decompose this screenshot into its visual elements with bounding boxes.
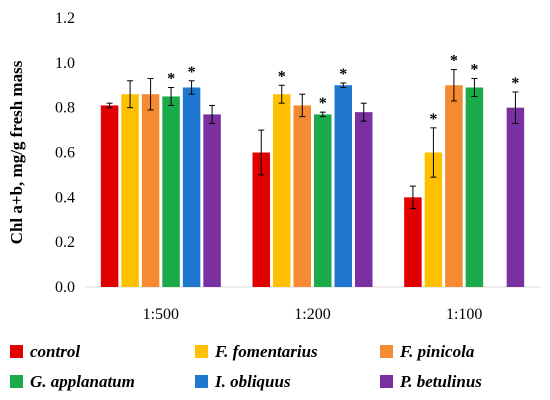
- legend: control F. fomentarius F. pinicola G. appla…: [10, 342, 482, 391]
- legend-swatch: [380, 375, 393, 388]
- bar: [355, 112, 373, 288]
- bar: [424, 152, 443, 287]
- legend-label: control: [30, 342, 80, 361]
- y-tick-label: 0.4: [55, 189, 75, 206]
- bar: [314, 114, 332, 288]
- legend-swatch: [195, 345, 208, 358]
- bar: [121, 94, 139, 287]
- significance-marker: *: [319, 95, 327, 112]
- bar: [203, 114, 221, 288]
- bar: [141, 94, 160, 287]
- y-tick-label: 0.2: [55, 234, 75, 251]
- legend-swatch: [195, 375, 208, 388]
- significance-marker: *: [167, 70, 175, 87]
- y-axis-label: Chl a+b, mg/g fresh mass: [7, 60, 26, 244]
- significance-marker: *: [470, 62, 478, 79]
- legend-swatch: [10, 345, 23, 358]
- legend-label: F. pinicola: [399, 342, 475, 361]
- significance-marker: *: [450, 53, 458, 70]
- y-tick-label: 0.6: [55, 145, 75, 162]
- significance-marker: *: [278, 68, 286, 85]
- x-tick-label: 1:500: [143, 306, 179, 323]
- bar: [252, 152, 270, 287]
- significance-marker: *: [511, 75, 519, 92]
- x-tick-label: 1:100: [446, 306, 482, 323]
- y-axis: 0.0 0.2 0.4 0.6 0.8 1.0 1.2: [55, 10, 75, 296]
- legend-label: F. fomentarius: [214, 342, 318, 361]
- significance-marker: *: [429, 111, 437, 128]
- legend-swatch: [380, 345, 393, 358]
- legend-label: G. applanatum: [30, 372, 135, 391]
- x-axis: 1:500 1:200 1:100: [85, 286, 540, 323]
- bar: [162, 96, 180, 287]
- significance-marker: *: [188, 64, 196, 81]
- bar: [334, 85, 352, 287]
- significance-marker: *: [339, 66, 347, 83]
- bar: [506, 107, 525, 288]
- x-tick-label: 1:200: [294, 306, 330, 323]
- legend-swatch: [10, 375, 23, 388]
- legend-label: I. obliquus: [214, 372, 291, 391]
- bar: [293, 105, 311, 287]
- bar: [100, 105, 119, 287]
- bar: [465, 87, 484, 287]
- y-tick-label: 1.0: [55, 55, 75, 72]
- legend-label: P. betulinus: [399, 372, 482, 391]
- y-tick-label: 1.2: [55, 10, 75, 27]
- bar: [182, 87, 201, 287]
- bar: [404, 197, 422, 287]
- bar: [273, 94, 291, 287]
- bar: [445, 85, 463, 287]
- y-tick-label: 0.8: [55, 100, 75, 117]
- y-tick-label: 0.0: [55, 279, 75, 296]
- bars: * * * * * * * * *: [100, 53, 525, 288]
